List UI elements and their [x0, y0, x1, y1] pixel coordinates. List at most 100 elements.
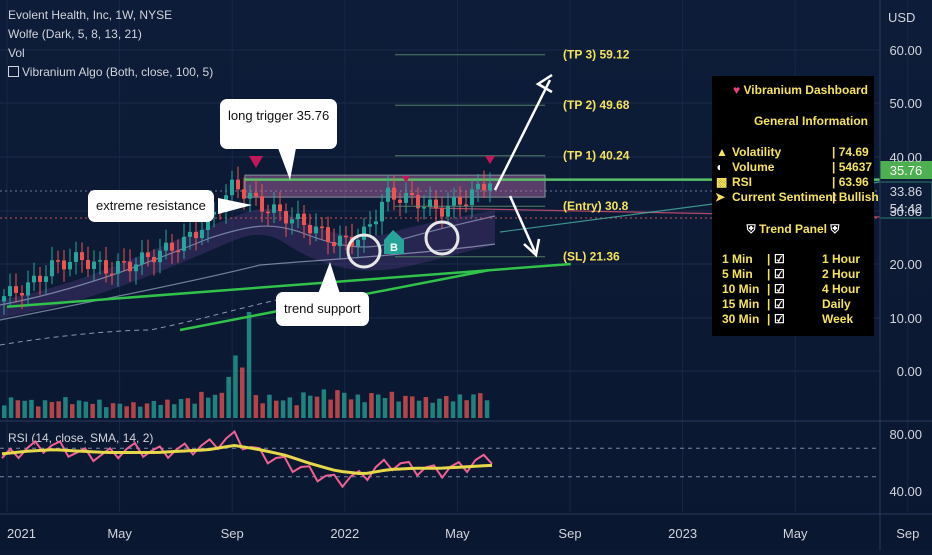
volume-bar — [172, 404, 177, 418]
price-tick-label: 30.00 — [889, 204, 922, 219]
time-tick-label: May — [107, 526, 132, 541]
volume-bar — [444, 395, 449, 418]
candle-body — [392, 187, 396, 200]
candle-body — [446, 205, 450, 217]
volume-bar — [206, 397, 211, 418]
candle-body — [44, 276, 48, 282]
buy-signal-marker — [384, 230, 404, 254]
candle-body — [290, 219, 294, 224]
candle-body — [68, 262, 72, 270]
volatility-value: | 74.69 — [832, 145, 869, 159]
volume-bar — [287, 397, 293, 418]
volume-label: Volume — [732, 160, 775, 174]
candle-body — [26, 282, 30, 296]
sell-marker — [249, 156, 263, 168]
price-tick-label: 0.00 — [897, 364, 922, 379]
candle-body — [176, 250, 180, 253]
candle-series — [2, 166, 492, 315]
indicator-vol[interactable]: Vol — [8, 46, 25, 60]
price-tick-label: 20.00 — [889, 257, 922, 272]
time-tick-label: 2021 — [7, 526, 36, 541]
candle-body — [242, 189, 246, 199]
secondary-price-text: 33.86 — [890, 184, 923, 199]
indicator-wolfe[interactable]: Wolfe (Dark, 5, 8, 13, 21) — [8, 27, 142, 41]
trend-tf-short: 5 Min — [722, 267, 753, 281]
volume-bar — [246, 312, 252, 418]
heart-icon: ♥ — [733, 83, 741, 97]
stop-arrow — [508, 195, 537, 253]
time-tick-label: May — [445, 526, 470, 541]
rsi-label: RSI — [732, 175, 753, 189]
volume-bar — [355, 394, 361, 418]
candle-body — [428, 199, 432, 208]
volume-bar — [267, 394, 272, 418]
candle-body — [92, 261, 96, 269]
volume-bar — [396, 401, 401, 418]
candle-body — [116, 261, 120, 274]
volume-bar — [70, 404, 75, 418]
callout-trend-support: trend support — [276, 292, 369, 326]
grid-icon — [8, 66, 19, 77]
time-tick-label: Sep — [558, 526, 581, 541]
candle-body — [128, 261, 132, 272]
volume-bar — [233, 355, 238, 418]
shield-icon: ⛨ — [830, 222, 840, 236]
sell-marker — [485, 156, 495, 164]
trend-tf-long: Daily — [822, 297, 851, 311]
candle-body — [374, 221, 378, 225]
trend-tf-long: 2 Hour — [822, 267, 861, 281]
current-price-text: 35.76 — [890, 163, 923, 178]
candle-body — [110, 273, 114, 276]
candle-body — [104, 260, 108, 274]
volume-bar — [151, 400, 157, 418]
vibranium-dashboard: ♥ Vibranium Dashboard General Informatio… — [712, 76, 879, 336]
volume-bar — [423, 397, 429, 418]
volatility-label: Volatility — [732, 145, 782, 159]
rsi-value: | 63.96 — [832, 175, 869, 189]
callout-extreme-resistance-text: extreme resistance — [96, 198, 206, 213]
candle-body — [356, 239, 360, 247]
volume-bar — [464, 400, 469, 418]
candle-body — [80, 252, 84, 260]
volume-bar — [240, 367, 245, 418]
candle-body — [200, 229, 204, 239]
indicator-vibranium[interactable]: Vibranium Algo (Both, close, 100, 5) — [8, 65, 213, 79]
candle-body — [194, 231, 198, 239]
current-price-badge — [880, 161, 932, 179]
trend-tf-short: 30 Min — [722, 312, 760, 326]
dashboard-title: Vibranium Dashboard — [743, 83, 868, 97]
volume-bar — [22, 400, 27, 418]
volume-bar — [274, 400, 279, 418]
check-icon: ☑ — [774, 282, 785, 296]
candle-body — [98, 260, 102, 262]
time-tick-label: May — [783, 526, 808, 541]
volume-bar — [131, 402, 136, 418]
level-label: (TP 3) 59.12 — [563, 48, 630, 62]
candle-body — [440, 208, 444, 217]
volume-bar — [63, 397, 68, 418]
candle-body — [86, 259, 90, 269]
volume-bar — [49, 402, 55, 418]
candle-body — [284, 211, 288, 224]
trend-tf-short: 10 Min — [722, 282, 760, 296]
volume-bar — [36, 406, 41, 418]
candle-body — [158, 250, 162, 263]
check-icon: ☑ — [774, 267, 785, 281]
price-tick-label: 50.00 — [889, 96, 922, 111]
trend-tf-long: 1 Hour — [822, 252, 861, 266]
candle-body — [8, 286, 12, 297]
buy-signal-letter: B — [390, 242, 398, 254]
candle-body — [422, 207, 426, 209]
bar-chart-icon: ▩ — [716, 175, 728, 189]
candle-body — [152, 256, 156, 263]
time-tick-label: 2022 — [330, 526, 359, 541]
candle-body — [362, 226, 366, 240]
candle-body — [62, 260, 66, 270]
time-tick-label: Sep — [221, 526, 244, 541]
volume-bar — [158, 404, 163, 418]
callout-trend-support-text: trend support — [284, 301, 361, 316]
candle-body — [50, 260, 54, 277]
candle-body — [320, 226, 324, 229]
